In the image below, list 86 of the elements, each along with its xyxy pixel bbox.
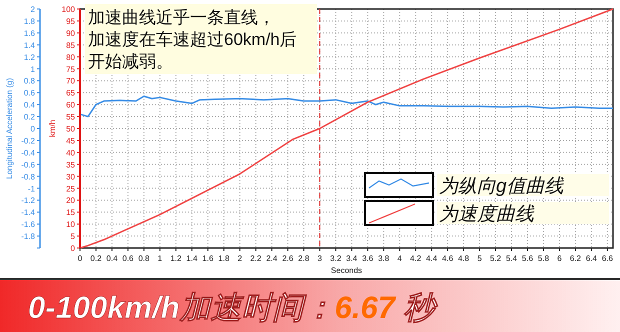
text: 0-100km/h加速时间：6.67 秒 xyxy=(28,290,439,325)
y-tick-label: 0.4 xyxy=(24,100,36,110)
y2-tick-label: 75 xyxy=(66,64,76,74)
x-tick-label: 6.2 xyxy=(570,254,582,263)
x-tick-label: 2 xyxy=(238,254,243,263)
y-tick-label: 0 xyxy=(30,124,36,134)
x-tick-label: 6 xyxy=(557,254,562,263)
y-tick-label: -0.2 xyxy=(21,136,36,146)
x-tick-label: 4.2 xyxy=(410,254,422,263)
y-tick-label: -0.8 xyxy=(21,172,36,182)
x-tick-label: 5.8 xyxy=(538,254,550,263)
y2-tick-label: 20 xyxy=(66,196,76,206)
y2-tick-label: 85 xyxy=(66,40,76,50)
annotation: 开始减弱。 xyxy=(88,52,173,71)
x-tick-label: 5.2 xyxy=(490,254,502,263)
y2-tick-label: 100 xyxy=(62,5,76,14)
y-tick-label: -1.4 xyxy=(21,208,36,218)
x-tick-label: 4.8 xyxy=(458,254,470,263)
y2-tick-label: 80 xyxy=(66,52,76,62)
x-tick-label: 1.4 xyxy=(186,254,198,263)
line-series xyxy=(79,95,614,118)
y2-tick-label: 10 xyxy=(66,220,76,230)
y2-tick-label: 55 xyxy=(66,112,76,122)
x-tick-label: 1.6 xyxy=(202,254,214,263)
y2-tick-label: 95 xyxy=(66,16,76,26)
x-tick-label: 2.4 xyxy=(266,254,278,263)
y2-tick-label: 5 xyxy=(70,232,76,242)
x-tick-label: 5.4 xyxy=(506,254,518,263)
y-tick-label: 1 xyxy=(30,64,36,74)
x-tick-label: 6.4 xyxy=(586,254,598,263)
annotation: 加速曲线近乎一条直线， xyxy=(88,8,275,27)
x-tick-label: 0.8 xyxy=(138,254,150,263)
x-tick-label: 0.6 xyxy=(122,254,134,263)
y-tick-label: 0.2 xyxy=(24,112,36,122)
y-tick-label: -1.8 xyxy=(21,232,36,242)
legend-label: 为纵向g值曲线 xyxy=(439,176,565,197)
x-tick-label: 3.8 xyxy=(378,254,390,263)
y-tick-label: 1.8 xyxy=(24,16,36,26)
y-tick-label: -0.6 xyxy=(21,160,36,170)
x-tick-label: 3.6 xyxy=(362,254,374,263)
y-tick-label: 0.8 xyxy=(24,76,36,86)
y-axis-title: Longitudinal Acceleration (g) xyxy=(5,78,14,179)
x-tick-label: 2.6 xyxy=(282,254,294,263)
y-tick-label: -1 xyxy=(28,184,36,194)
y2-tick-label: 0 xyxy=(70,244,76,253)
y2-tick-label: 15 xyxy=(66,208,76,218)
y2-axis-title: km/h xyxy=(48,120,57,138)
y2-tick-label: 60 xyxy=(66,100,76,110)
y-tick-label: 1.4 xyxy=(24,40,36,50)
x-tick-label: 2.8 xyxy=(298,254,310,263)
x-tick-label: 0.2 xyxy=(90,254,102,263)
y2-tick-label: 50 xyxy=(66,124,76,134)
x-tick-label: 3.4 xyxy=(346,254,358,263)
annotation: 加速度在车速超过60km/h后 xyxy=(88,30,297,49)
y2-tick-label: 45 xyxy=(66,136,76,146)
x-tick-label: 4 xyxy=(397,254,402,263)
x-tick-label: 1.2 xyxy=(170,254,182,263)
x-tick-label: 3.2 xyxy=(330,254,342,263)
y-tick-label: 2 xyxy=(30,5,36,14)
x-axis-title: Seconds xyxy=(330,266,362,275)
y2-tick-label: 65 xyxy=(66,88,76,98)
x-tick-label: 6.6 xyxy=(602,254,614,263)
y2-tick-label: 40 xyxy=(66,148,76,158)
y2-tick-label: 70 xyxy=(66,76,76,86)
legend-label: 为速度曲线 xyxy=(439,203,535,225)
y-tick-label: 0.6 xyxy=(24,88,36,98)
x-tick-label: 1 xyxy=(158,254,163,263)
x-tick-label: 4.4 xyxy=(426,254,438,263)
y-tick-label: -1.2 xyxy=(21,196,36,206)
x-tick-label: 0.4 xyxy=(106,254,118,263)
x-tick-label: 0 xyxy=(78,254,83,263)
y2-tick-label: 25 xyxy=(66,184,76,194)
x-tick-label: 5.6 xyxy=(522,254,534,263)
y2-tick-label: 35 xyxy=(66,160,76,170)
y2-tick-label: 30 xyxy=(66,172,76,182)
x-tick-label: 3 xyxy=(318,254,323,263)
line-series xyxy=(79,8,614,249)
y-tick-label: -1.6 xyxy=(21,220,36,230)
y-tick-label: -0.4 xyxy=(21,148,36,158)
x-tick-label: 5 xyxy=(477,254,482,263)
y2-tick-label: 90 xyxy=(66,28,76,38)
y-tick-label: 1.6 xyxy=(24,28,36,38)
x-tick-label: 4.6 xyxy=(442,254,454,263)
y-tick-label: 1.2 xyxy=(24,52,36,62)
x-tick-label: 2.2 xyxy=(250,254,262,263)
x-tick-label: 1.8 xyxy=(218,254,230,263)
